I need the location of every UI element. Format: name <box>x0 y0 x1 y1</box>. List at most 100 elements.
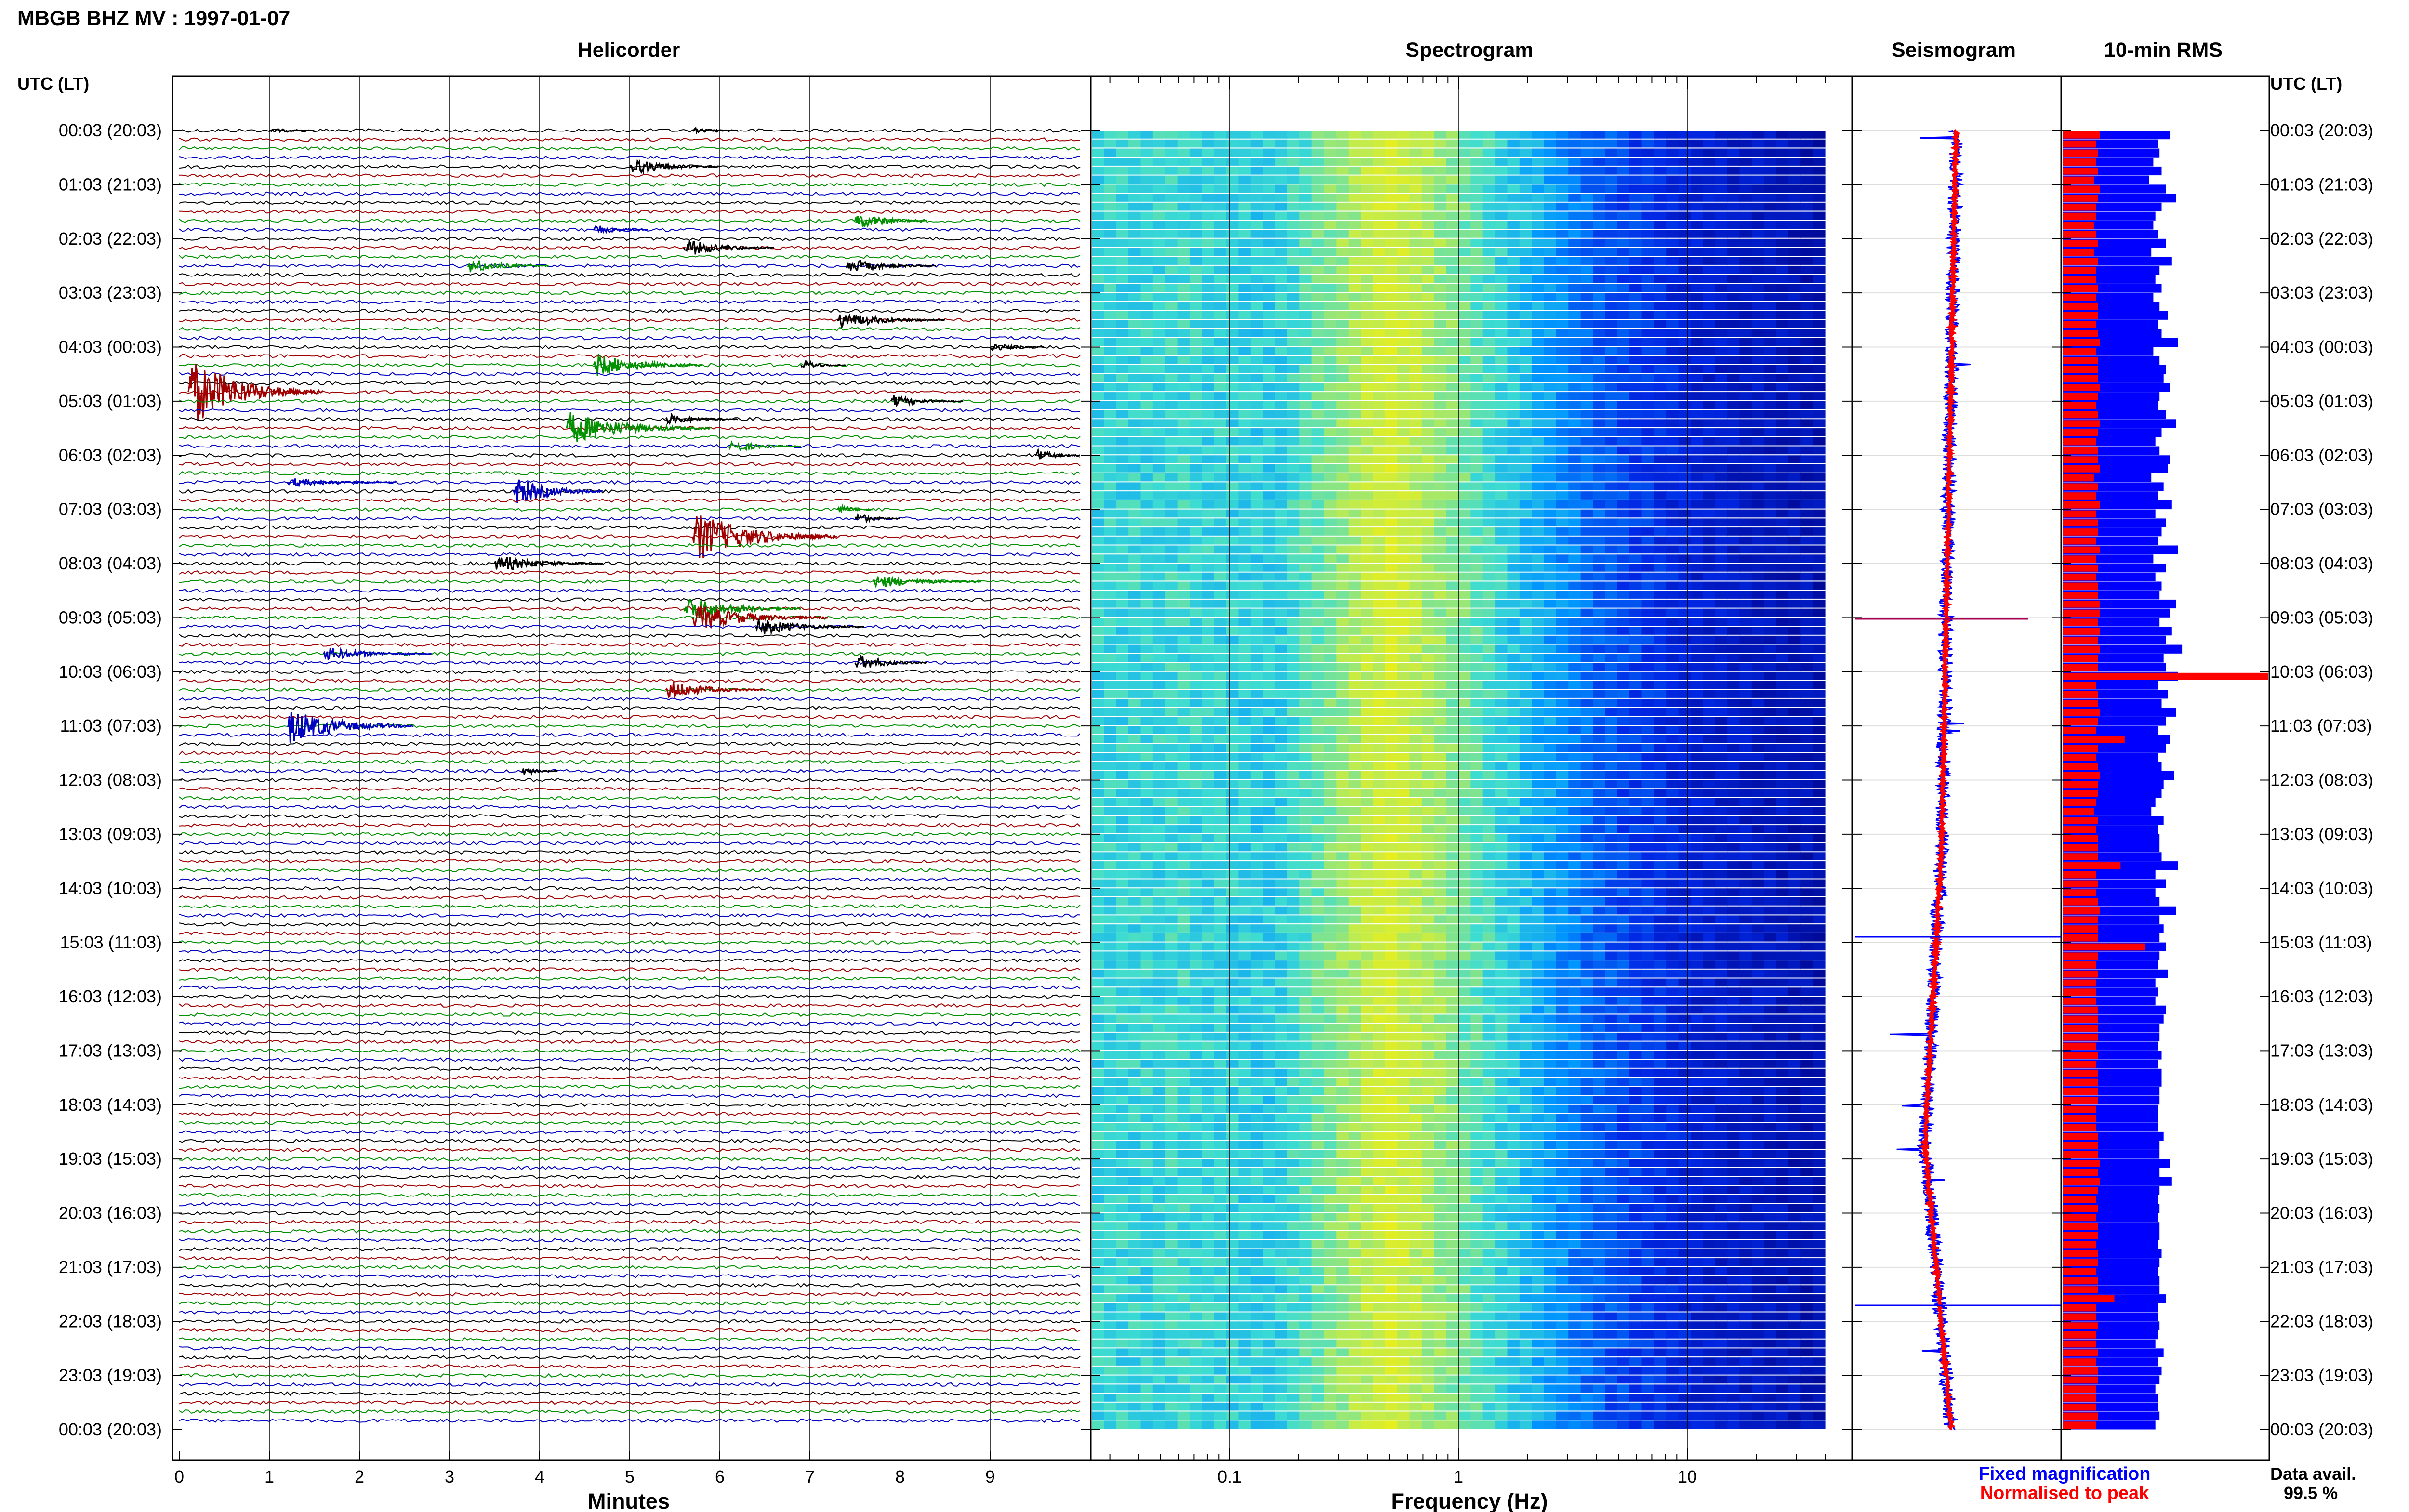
helicorder-trace <box>179 624 1081 629</box>
spectrogram-title: Spectrogram <box>1405 39 1533 62</box>
helicorder-trace <box>179 344 1081 350</box>
spectrogram-tick-label: 0.1 <box>1218 1467 1242 1486</box>
rms-bar-normalised <box>2063 1097 2098 1104</box>
helicorder-trace <box>179 1021 1081 1026</box>
rms-bar-normalised <box>2063 736 2125 743</box>
left-axis-label: UTC (LT) <box>17 74 89 93</box>
helicorder-trace <box>179 985 1081 990</box>
rms-bar-normalised <box>2063 249 2094 256</box>
time-label-left: 04:03 (00:03) <box>59 337 162 357</box>
helicorder-trace <box>179 155 1081 160</box>
helicorder-trace <box>179 804 1081 810</box>
spectrogram-xlabel: Frequency (Hz) <box>1391 1489 1548 1512</box>
rms-bar-normalised <box>2063 1340 2096 1348</box>
helicorder-trace <box>179 1120 1081 1125</box>
rms-bar-normalised <box>2063 546 2100 554</box>
helicorder-trace <box>179 958 1081 963</box>
time-label-right: 08:03 (04:03) <box>2270 553 2373 573</box>
rms-bar-normalised <box>2063 1367 2098 1375</box>
rms-bar-normalised <box>2063 970 2098 978</box>
helicorder-trace <box>179 317 1081 323</box>
spectrogram-tick-label: 10 <box>1678 1467 1697 1486</box>
rms-bar-normalised <box>2063 321 2096 328</box>
helicorder-trace <box>179 516 1081 521</box>
helicorder-trace <box>179 236 1081 241</box>
rms-bar-normalised <box>2063 456 2098 463</box>
helicorder-trace <box>179 354 1081 358</box>
rms-bar-normalised <box>2063 330 2098 337</box>
rms-bar-normalised <box>2063 1115 2096 1122</box>
helicorder-xlabel: Minutes <box>588 1489 670 1512</box>
helicorder-trace <box>179 308 1081 314</box>
rms-bar-normalised <box>2063 492 2096 500</box>
rms-title: 10-min RMS <box>2104 39 2223 62</box>
time-label-left: 09:03 (05:03) <box>59 607 162 627</box>
rms-bar-normalised <box>2063 1078 2098 1086</box>
time-label-left: 23:03 (19:03) <box>59 1366 162 1385</box>
helicorder-trace <box>179 1138 1081 1144</box>
time-label-right: 03:03 (23:03) <box>2270 283 2373 302</box>
helicorder-trace <box>179 1409 1081 1414</box>
helicorder-event <box>800 360 846 368</box>
seismogram-normalised-trace <box>1919 129 1961 1431</box>
helicorder-event <box>521 767 558 776</box>
rms-bar-normalised <box>2063 835 2098 842</box>
rms-frame <box>2060 75 2270 1461</box>
time-label-right: 15:03 (11:03) <box>2270 933 2372 952</box>
time-label-right: 09:03 (05:03) <box>2270 607 2373 627</box>
rms-bar-normalised <box>2063 565 2098 572</box>
helicorder-event <box>512 479 603 503</box>
helicorder-trace <box>179 164 1081 169</box>
helicorder-event <box>683 239 775 255</box>
helicorder-event <box>1034 447 1081 460</box>
helicorder-trace <box>179 1093 1081 1098</box>
rms-bar-normalised <box>2063 763 2098 770</box>
helicorder-trace <box>179 1292 1081 1297</box>
rms-bar-normalised <box>2063 1331 2096 1339</box>
rms-bar-normalised <box>2063 312 2098 319</box>
time-label-right: 20:03 (16:03) <box>2270 1203 2373 1223</box>
helicorder-event <box>494 557 603 570</box>
helicorder-trace <box>179 1391 1081 1396</box>
helicorder-trace <box>179 300 1081 304</box>
helicorder-trace <box>179 1283 1081 1288</box>
time-label-left: 11:03 (07:03) <box>60 716 162 736</box>
rms-bar-normalised <box>2063 465 2100 473</box>
rms-bar-normalised <box>2063 1042 2096 1050</box>
helicorder-event <box>845 260 937 272</box>
rms-bar-normalised <box>2063 1304 2096 1312</box>
rms-bar-normalised <box>2063 366 2098 373</box>
helicorder-trace <box>179 1103 1081 1107</box>
rms-bar-normalised <box>2063 573 2096 581</box>
helicorder-trace <box>179 868 1081 873</box>
time-label-left: 21:03 (17:03) <box>59 1257 162 1277</box>
rms-bar-normalised <box>2063 402 2096 409</box>
rms-bar-normalised <box>2063 790 2098 797</box>
helicorder-trace <box>179 1274 1081 1279</box>
helicorder-trace <box>179 371 1081 377</box>
rms-bar-normalised <box>2063 420 2100 427</box>
helicorder-trace <box>179 209 1081 214</box>
rms-bar-normalised <box>2063 1015 2098 1023</box>
helicorder-trace <box>179 976 1081 981</box>
rms-bar-normalised <box>2063 1061 2096 1068</box>
helicorder-event <box>593 354 702 377</box>
rms-bar-normalised <box>2063 1052 2098 1059</box>
time-label-left: 02:03 (22:03) <box>59 229 162 249</box>
helicorder-trace <box>179 137 1081 142</box>
helicorder-trace <box>179 1346 1080 1351</box>
helicorder-trace <box>179 1319 1081 1324</box>
helicorder-event <box>665 682 765 699</box>
time-label-left: 00:03 (20:03) <box>59 120 162 140</box>
helicorder-trace <box>179 218 1081 224</box>
helicorder-trace <box>179 272 1081 277</box>
helicorder-tick-label: 1 <box>265 1467 274 1486</box>
helicorder-trace <box>179 1066 1081 1071</box>
rms-bar-normalised <box>2063 429 2098 436</box>
time-label-left: 12:03 (08:03) <box>59 770 162 790</box>
helicorder-trace <box>179 182 1081 187</box>
rms-bar-normalised <box>2063 871 2096 879</box>
time-label-right: 19:03 (15:03) <box>2270 1149 2373 1169</box>
helicorder-title: Helicorder <box>578 39 680 62</box>
rms-bar-normalised <box>2063 1349 2098 1357</box>
